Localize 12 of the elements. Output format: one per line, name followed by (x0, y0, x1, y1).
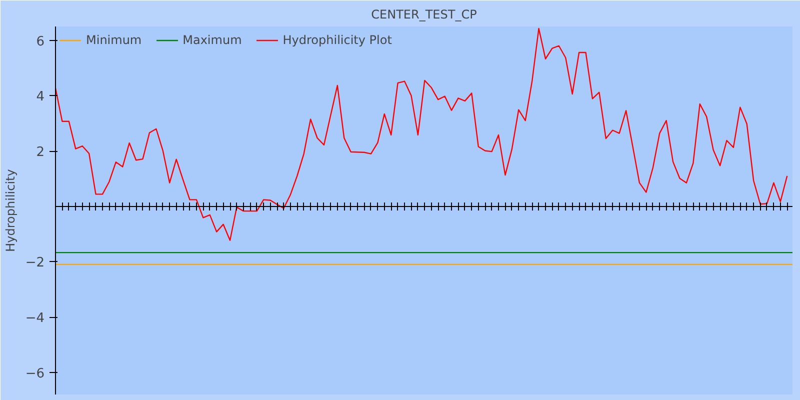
y-tick-label: 2 (36, 145, 45, 160)
legend-label: Maximum (182, 33, 242, 47)
line-series (56, 28, 788, 241)
legend-label: Minimum (86, 33, 142, 47)
y-tick-label: −4 (25, 311, 45, 326)
legend-label: Hydrophilicity Plot (282, 33, 392, 47)
y-tick-label: 6 (36, 34, 45, 50)
chart-title: CENTER_TEST_CP (371, 8, 477, 22)
y-axis-title: Hydrophilicity (3, 169, 18, 252)
y-tick-label: 4 (36, 90, 45, 105)
y-tick-label: −6 (25, 366, 45, 382)
y-tick-label: −2 (25, 256, 45, 271)
